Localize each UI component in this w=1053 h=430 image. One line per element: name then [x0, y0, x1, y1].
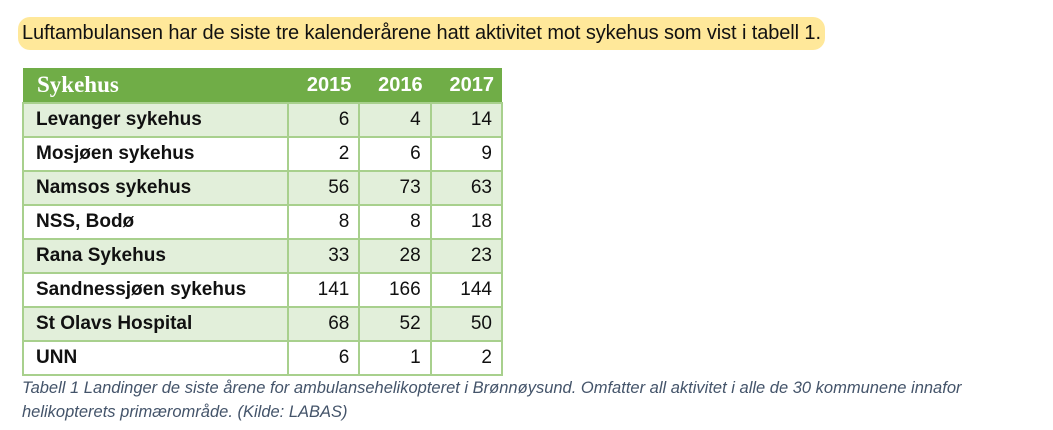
cell-hospital: UNN: [22, 340, 289, 376]
cell-2015: 6: [286, 102, 361, 138]
column-header-2015: 2015: [288, 68, 360, 103]
table-row: Mosjøen sykehus 2 6 9: [22, 136, 504, 172]
column-header-2017: 2017: [430, 68, 502, 103]
cell-2015: 33: [286, 238, 361, 274]
table-caption: Tabell 1 Landinger de siste årene for am…: [22, 379, 962, 421]
cell-hospital: Levanger sykehus: [22, 102, 289, 138]
cell-2017: 50: [429, 306, 504, 342]
cell-hospital: St Olavs Hospital: [22, 306, 289, 342]
column-header-sykehus: Sykehus: [23, 68, 288, 103]
cell-2016: 52: [358, 306, 432, 342]
cell-2016: 73: [358, 170, 432, 206]
cell-2016: 1: [358, 340, 432, 376]
cell-2017: 9: [429, 136, 504, 172]
cell-2016: 166: [358, 272, 432, 308]
table-header-row: Sykehus 2015 2016 2017: [23, 68, 502, 103]
table-row: Sandnessjøen sykehus 141 166 144: [22, 272, 504, 308]
cell-2016: 8: [358, 204, 432, 240]
cell-2016: 4: [358, 102, 432, 138]
cell-hospital: Sandnessjøen sykehus: [22, 272, 289, 308]
cell-2017: 144: [429, 272, 504, 308]
cell-2015: 2: [286, 136, 361, 172]
cell-2015: 141: [286, 272, 361, 308]
cell-hospital: NSS, Bodø: [22, 204, 289, 240]
cell-2017: 2: [429, 340, 504, 376]
column-header-2016: 2016: [359, 68, 431, 103]
cell-2015: 8: [286, 204, 361, 240]
cell-2016: 6: [358, 136, 432, 172]
cell-hospital: Mosjøen sykehus: [22, 136, 289, 172]
table-row: Rana Sykehus 33 28 23: [22, 238, 504, 274]
table-row: Namsos sykehus 56 73 63: [22, 170, 504, 206]
table-row: Levanger sykehus 6 4 14: [22, 102, 504, 138]
cell-hospital: Rana Sykehus: [22, 238, 289, 274]
cell-hospital: Namsos sykehus: [22, 170, 289, 206]
cell-2015: 6: [286, 340, 361, 376]
cell-2017: 23: [429, 238, 504, 274]
cell-2015: 56: [286, 170, 361, 206]
cell-2016: 28: [358, 238, 432, 274]
table-row: St Olavs Hospital 68 52 50: [22, 306, 504, 342]
hospital-landings-table: Sykehus 2015 2016 2017 Levanger sykehus …: [22, 68, 504, 376]
intro-highlighted-text: Luftambulansen har de siste tre kalender…: [18, 17, 825, 50]
cell-2017: 18: [429, 204, 504, 240]
cell-2015: 68: [286, 306, 361, 342]
table-row: NSS, Bodø 8 8 18: [22, 204, 504, 240]
cell-2017: 63: [429, 170, 504, 206]
table-row: UNN 6 1 2: [22, 340, 504, 376]
cell-2017: 14: [429, 102, 504, 138]
